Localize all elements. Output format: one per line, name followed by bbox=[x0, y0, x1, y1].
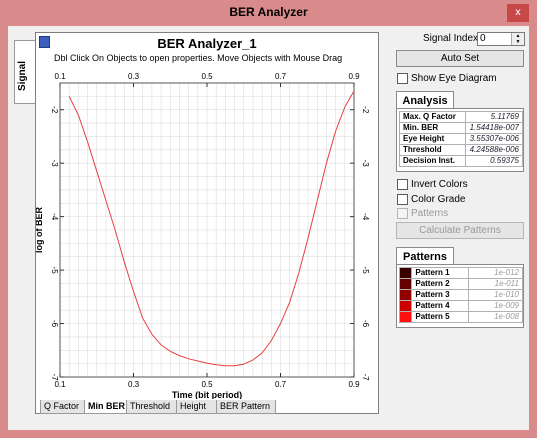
plot-title: BER Analyzer_1 bbox=[157, 36, 257, 51]
title-bar: BER Analyzer x bbox=[0, 0, 537, 26]
signal-index-label: Signal Index: bbox=[423, 33, 481, 44]
y-tick-label: -5 bbox=[50, 267, 59, 275]
side-tab-signal[interactable]: Signal bbox=[14, 40, 35, 104]
row-key: Max. Q Factor bbox=[398, 111, 467, 123]
analysis-table: Max. Q Factor 5.11769 Min. BER 1.54418e-007… bbox=[396, 108, 524, 172]
pattern-swatch[interactable] bbox=[398, 311, 413, 323]
x-tick-label: 0.5 bbox=[201, 380, 213, 389]
table-row: Pattern 3 1e-010 bbox=[398, 289, 523, 301]
y-tick-label-right: -3 bbox=[361, 160, 370, 168]
row-value: 1e-009 bbox=[468, 300, 523, 312]
y-tick-label: -4 bbox=[50, 213, 59, 221]
y-tick-label-right: -5 bbox=[361, 267, 370, 275]
color-grade-label: Color Grade bbox=[411, 194, 466, 205]
color-grade-checkbox[interactable] bbox=[397, 194, 408, 205]
row-key: Pattern 3 bbox=[411, 289, 470, 301]
row-value: 1e-008 bbox=[468, 311, 523, 323]
spin-down-icon[interactable]: ▼ bbox=[515, 39, 521, 45]
x-tick-label-top: 0.9 bbox=[348, 72, 360, 81]
client-area: Signal BER Analyzer_1 Dbl Click On Objec… bbox=[8, 26, 529, 430]
y-tick-label-right: -6 bbox=[361, 320, 370, 328]
signal-index-stepper[interactable]: 0 ▲ ▼ bbox=[477, 32, 525, 46]
row-value: 1.54418e-007 bbox=[465, 122, 523, 134]
x-tick-label-top: 0.1 bbox=[54, 72, 66, 81]
y-tick-label-right: -7 bbox=[361, 373, 370, 381]
show-eye-label: Show Eye Diagram bbox=[411, 73, 497, 84]
row-value: 1e-012 bbox=[468, 267, 523, 279]
plot-panel[interactable]: BER Analyzer_1 Dbl Click On Objects to o… bbox=[35, 32, 379, 414]
table-row: Threshold 4.24588e-006 bbox=[398, 144, 523, 156]
row-value: 5.11769 bbox=[465, 111, 523, 123]
tab-q-factor[interactable]: Q Factor bbox=[40, 400, 86, 414]
y-tick-label-right: -4 bbox=[361, 213, 370, 221]
x-tick-label-top: 0.3 bbox=[128, 72, 140, 81]
close-button[interactable]: x bbox=[507, 4, 529, 22]
pattern-swatch[interactable] bbox=[398, 300, 413, 312]
table-row: Max. Q Factor 5.11769 bbox=[398, 111, 523, 123]
calculate-patterns-button[interactable]: Calculate Patterns bbox=[396, 222, 524, 239]
ber-chart[interactable]: 0.1 0.1 0.3 0.3 0.5 0.5 0.7 0.7 0.9 0.9 -2 -2 -3 -3 -4… bbox=[36, 33, 378, 399]
table-row: Min. BER 1.54418e-007 bbox=[398, 122, 523, 134]
tab-patterns[interactable]: Patterns bbox=[396, 247, 454, 265]
x-tick-label-top: 0.5 bbox=[201, 72, 213, 81]
pattern-swatch[interactable] bbox=[398, 267, 413, 279]
table-row: Pattern 4 1e-009 bbox=[398, 300, 523, 312]
window-title: BER Analyzer bbox=[229, 5, 308, 19]
y-tick-label: -6 bbox=[50, 320, 59, 328]
row-key: Decision Inst. bbox=[398, 155, 467, 167]
table-row: Pattern 2 1e-011 bbox=[398, 278, 523, 290]
table-row: Eye Height 3.55307e-006 bbox=[398, 133, 523, 145]
x-axis-label: Time (bit period) bbox=[172, 390, 242, 399]
pattern-swatch[interactable] bbox=[398, 278, 413, 290]
auto-set-button[interactable]: Auto Set bbox=[396, 50, 524, 67]
tab-analysis[interactable]: Analysis bbox=[396, 91, 454, 109]
pattern-swatch[interactable] bbox=[398, 289, 413, 301]
tab-min-ber[interactable]: Min BER bbox=[84, 400, 128, 414]
row-key: Min. BER bbox=[398, 122, 467, 134]
spin-arrows[interactable]: ▲ ▼ bbox=[511, 33, 524, 45]
x-tick-label: 0.3 bbox=[128, 380, 140, 389]
x-tick-label: 0.1 bbox=[54, 380, 66, 389]
side-panel: Signal Index: 0 ▲ ▼ Auto Set Show Eye Di… bbox=[393, 26, 525, 430]
document-icon bbox=[39, 36, 50, 48]
row-key: Threshold bbox=[398, 144, 467, 156]
side-tab-label: Signal bbox=[17, 60, 28, 91]
row-value: 1e-011 bbox=[468, 278, 523, 290]
x-tick-label: 0.9 bbox=[348, 380, 360, 389]
y-tick-label: -7 bbox=[50, 373, 59, 381]
y-tick-label: -3 bbox=[50, 160, 59, 168]
table-row: Decision Inst. 0.59375 bbox=[398, 155, 523, 167]
row-value: 4.24588e-006 bbox=[465, 144, 523, 156]
y-tick-label: -2 bbox=[50, 106, 59, 114]
x-tick-label-top: 0.7 bbox=[275, 72, 287, 81]
row-key: Eye Height bbox=[398, 133, 467, 145]
tab-threshold[interactable]: Threshold bbox=[126, 400, 178, 414]
tab-ber-pattern[interactable]: BER Pattern bbox=[216, 400, 276, 414]
table-row: Pattern 5 1e-008 bbox=[398, 311, 523, 323]
patterns-check-label: Patterns bbox=[411, 208, 449, 219]
patterns-checkbox[interactable] bbox=[397, 208, 408, 219]
row-value: 3.55307e-006 bbox=[465, 133, 523, 145]
spin-up-icon[interactable]: ▲ bbox=[515, 33, 521, 39]
row-key: Pattern 5 bbox=[411, 311, 470, 323]
y-axis-label: log of BER bbox=[36, 207, 44, 253]
row-key: Pattern 2 bbox=[411, 278, 470, 290]
row-key: Pattern 1 bbox=[411, 267, 470, 279]
tab-height[interactable]: Height bbox=[176, 400, 218, 414]
row-value: 1e-010 bbox=[468, 289, 523, 301]
x-tick-label: 0.7 bbox=[275, 380, 287, 389]
table-row: Pattern 1 1e-012 bbox=[398, 267, 523, 279]
min-ber-curve bbox=[68, 90, 355, 367]
invert-colors-checkbox[interactable] bbox=[397, 179, 408, 190]
row-key: Pattern 4 bbox=[411, 300, 470, 312]
plot-subtitle: Dbl Click On Objects to open properties.… bbox=[54, 53, 343, 63]
row-value: 0.59375 bbox=[465, 155, 523, 167]
signal-index-value: 0 bbox=[480, 33, 486, 44]
show-eye-checkbox[interactable] bbox=[397, 73, 408, 84]
y-tick-label-right: -2 bbox=[361, 106, 370, 114]
invert-colors-label: Invert Colors bbox=[411, 179, 468, 190]
